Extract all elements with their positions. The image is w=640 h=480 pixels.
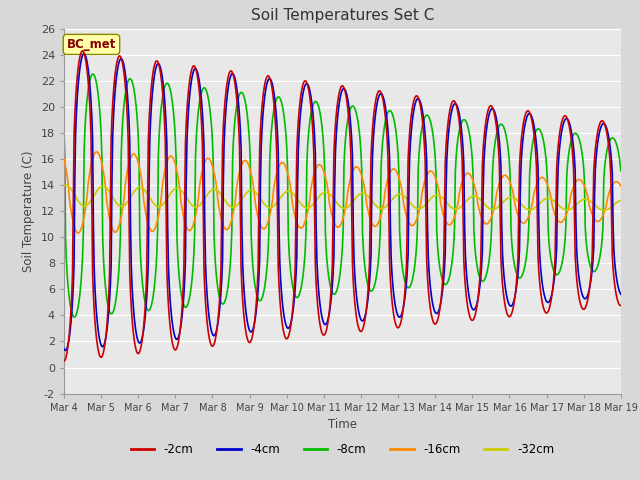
X-axis label: Time: Time bbox=[328, 418, 357, 431]
Legend: -2cm, -4cm, -8cm, -16cm, -32cm: -2cm, -4cm, -8cm, -16cm, -32cm bbox=[126, 438, 559, 461]
Y-axis label: Soil Temperature (C): Soil Temperature (C) bbox=[22, 150, 35, 272]
Text: BC_met: BC_met bbox=[67, 38, 116, 51]
Title: Soil Temperatures Set C: Soil Temperatures Set C bbox=[251, 9, 434, 24]
